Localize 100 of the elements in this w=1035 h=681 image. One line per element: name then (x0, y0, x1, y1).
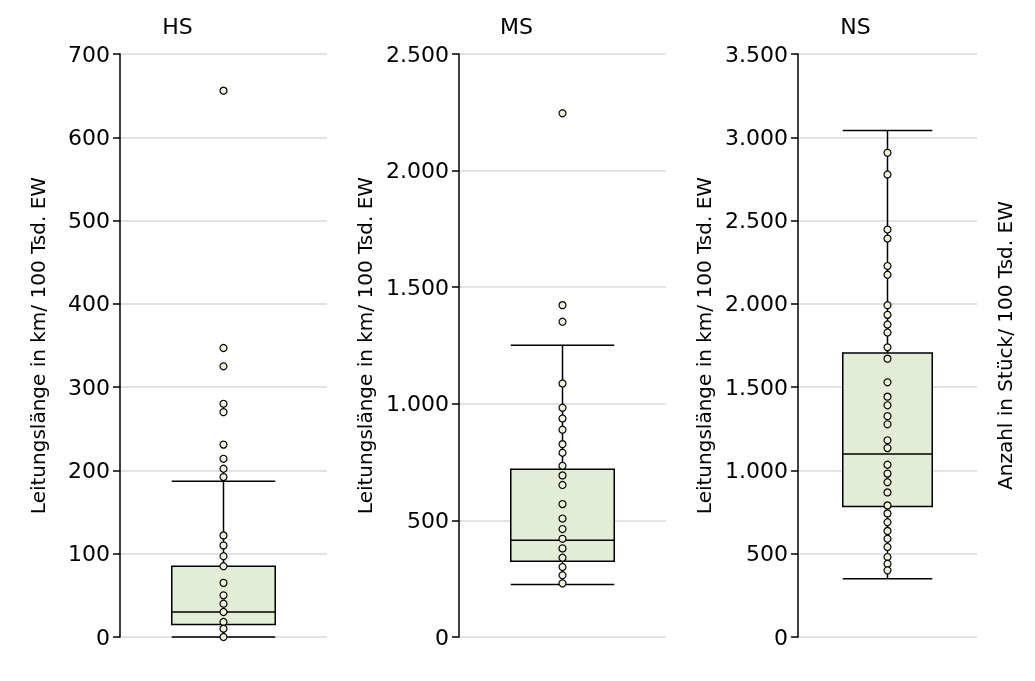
point (883, 566, 892, 575)
point (883, 469, 892, 478)
y-tick-label: 1.000 (386, 391, 449, 417)
point (883, 518, 892, 527)
point (558, 301, 567, 310)
y-tick-label: 0 (96, 624, 110, 650)
point (558, 461, 567, 470)
point (883, 412, 892, 421)
y-tick-label: 500 (68, 208, 110, 234)
y-axis-title: Leitungslänge in km/ 100 Tsd. EW (692, 176, 717, 515)
y2-axis-title: Anzahl in Stück/ 100 Tsd. EW (993, 200, 1017, 490)
point (219, 624, 228, 633)
point (219, 617, 228, 627)
point (219, 531, 228, 540)
y-tick-label: 1.000 (725, 457, 788, 483)
point (883, 354, 892, 363)
y-tick-label: 2.500 (725, 208, 788, 234)
chart-title: HS (162, 13, 193, 39)
point (883, 234, 892, 243)
point (219, 541, 228, 550)
point (558, 480, 567, 490)
y-tick-label: 200 (68, 457, 110, 483)
point (219, 343, 228, 353)
point (219, 472, 228, 482)
point (883, 310, 892, 319)
point (558, 499, 567, 509)
point (558, 414, 567, 423)
point (883, 509, 892, 518)
point (219, 591, 228, 600)
point (883, 170, 892, 179)
point (883, 270, 892, 279)
point (558, 471, 567, 480)
y-tick-label: 1.500 (725, 374, 788, 400)
chart-title: NS (840, 13, 871, 39)
point (219, 562, 228, 571)
y-tick-label: 300 (68, 374, 110, 400)
y-tick-label: 600 (68, 124, 110, 150)
point (558, 448, 567, 457)
y-tick-label: 500 (746, 541, 788, 567)
point (883, 436, 892, 445)
point (883, 261, 892, 271)
point (558, 514, 567, 523)
y-tick-label: 400 (68, 291, 110, 317)
point (883, 501, 892, 510)
point (558, 579, 567, 588)
point (558, 379, 567, 388)
chart-title: MS (500, 13, 533, 39)
y-tick-label: 0 (435, 624, 449, 650)
point (219, 440, 228, 449)
point (883, 328, 892, 337)
y-tick-label: 3.000 (725, 124, 788, 150)
point (558, 544, 567, 553)
y-tick-label: 2.000 (386, 158, 449, 184)
point (883, 552, 892, 562)
point (883, 526, 892, 535)
y-tick-label: 1.500 (386, 274, 449, 300)
point (883, 420, 892, 429)
point (883, 542, 892, 552)
point (558, 524, 567, 534)
point (219, 578, 228, 587)
point (219, 408, 228, 417)
point (219, 607, 228, 617)
point (883, 401, 892, 410)
y-tick-label: 0 (774, 624, 788, 650)
point (219, 362, 228, 371)
point (558, 425, 567, 434)
y-tick-label: 3.500 (725, 41, 788, 67)
point (558, 109, 567, 118)
point (883, 534, 892, 543)
point (883, 148, 892, 157)
point (883, 444, 892, 453)
point (219, 86, 228, 95)
point (219, 399, 228, 408)
y-tick-label: 700 (68, 41, 110, 67)
y-axis-title: Leitungslänge in km/ 100 Tsd. EW (353, 176, 378, 515)
point (219, 632, 228, 642)
point (219, 552, 228, 561)
point (558, 571, 567, 580)
point (883, 488, 892, 497)
point (558, 440, 567, 449)
y-tick-label: 100 (68, 541, 110, 567)
point (883, 478, 892, 487)
point (558, 562, 567, 572)
point (883, 378, 892, 387)
point (219, 464, 228, 473)
y-axis-title: Leitungslänge in km/ 100 Tsd. EW (26, 176, 50, 515)
point (219, 599, 228, 608)
point (558, 317, 567, 326)
point (219, 454, 228, 463)
point (883, 392, 892, 401)
point (883, 460, 892, 469)
point (883, 320, 892, 329)
y-tick-label: 2.500 (386, 41, 449, 67)
y-tick-label: 2.000 (725, 291, 788, 317)
point (883, 301, 892, 310)
point (883, 225, 892, 234)
point (883, 343, 892, 352)
point (558, 553, 567, 562)
y-tick-label: 500 (407, 507, 449, 533)
point (558, 403, 567, 412)
